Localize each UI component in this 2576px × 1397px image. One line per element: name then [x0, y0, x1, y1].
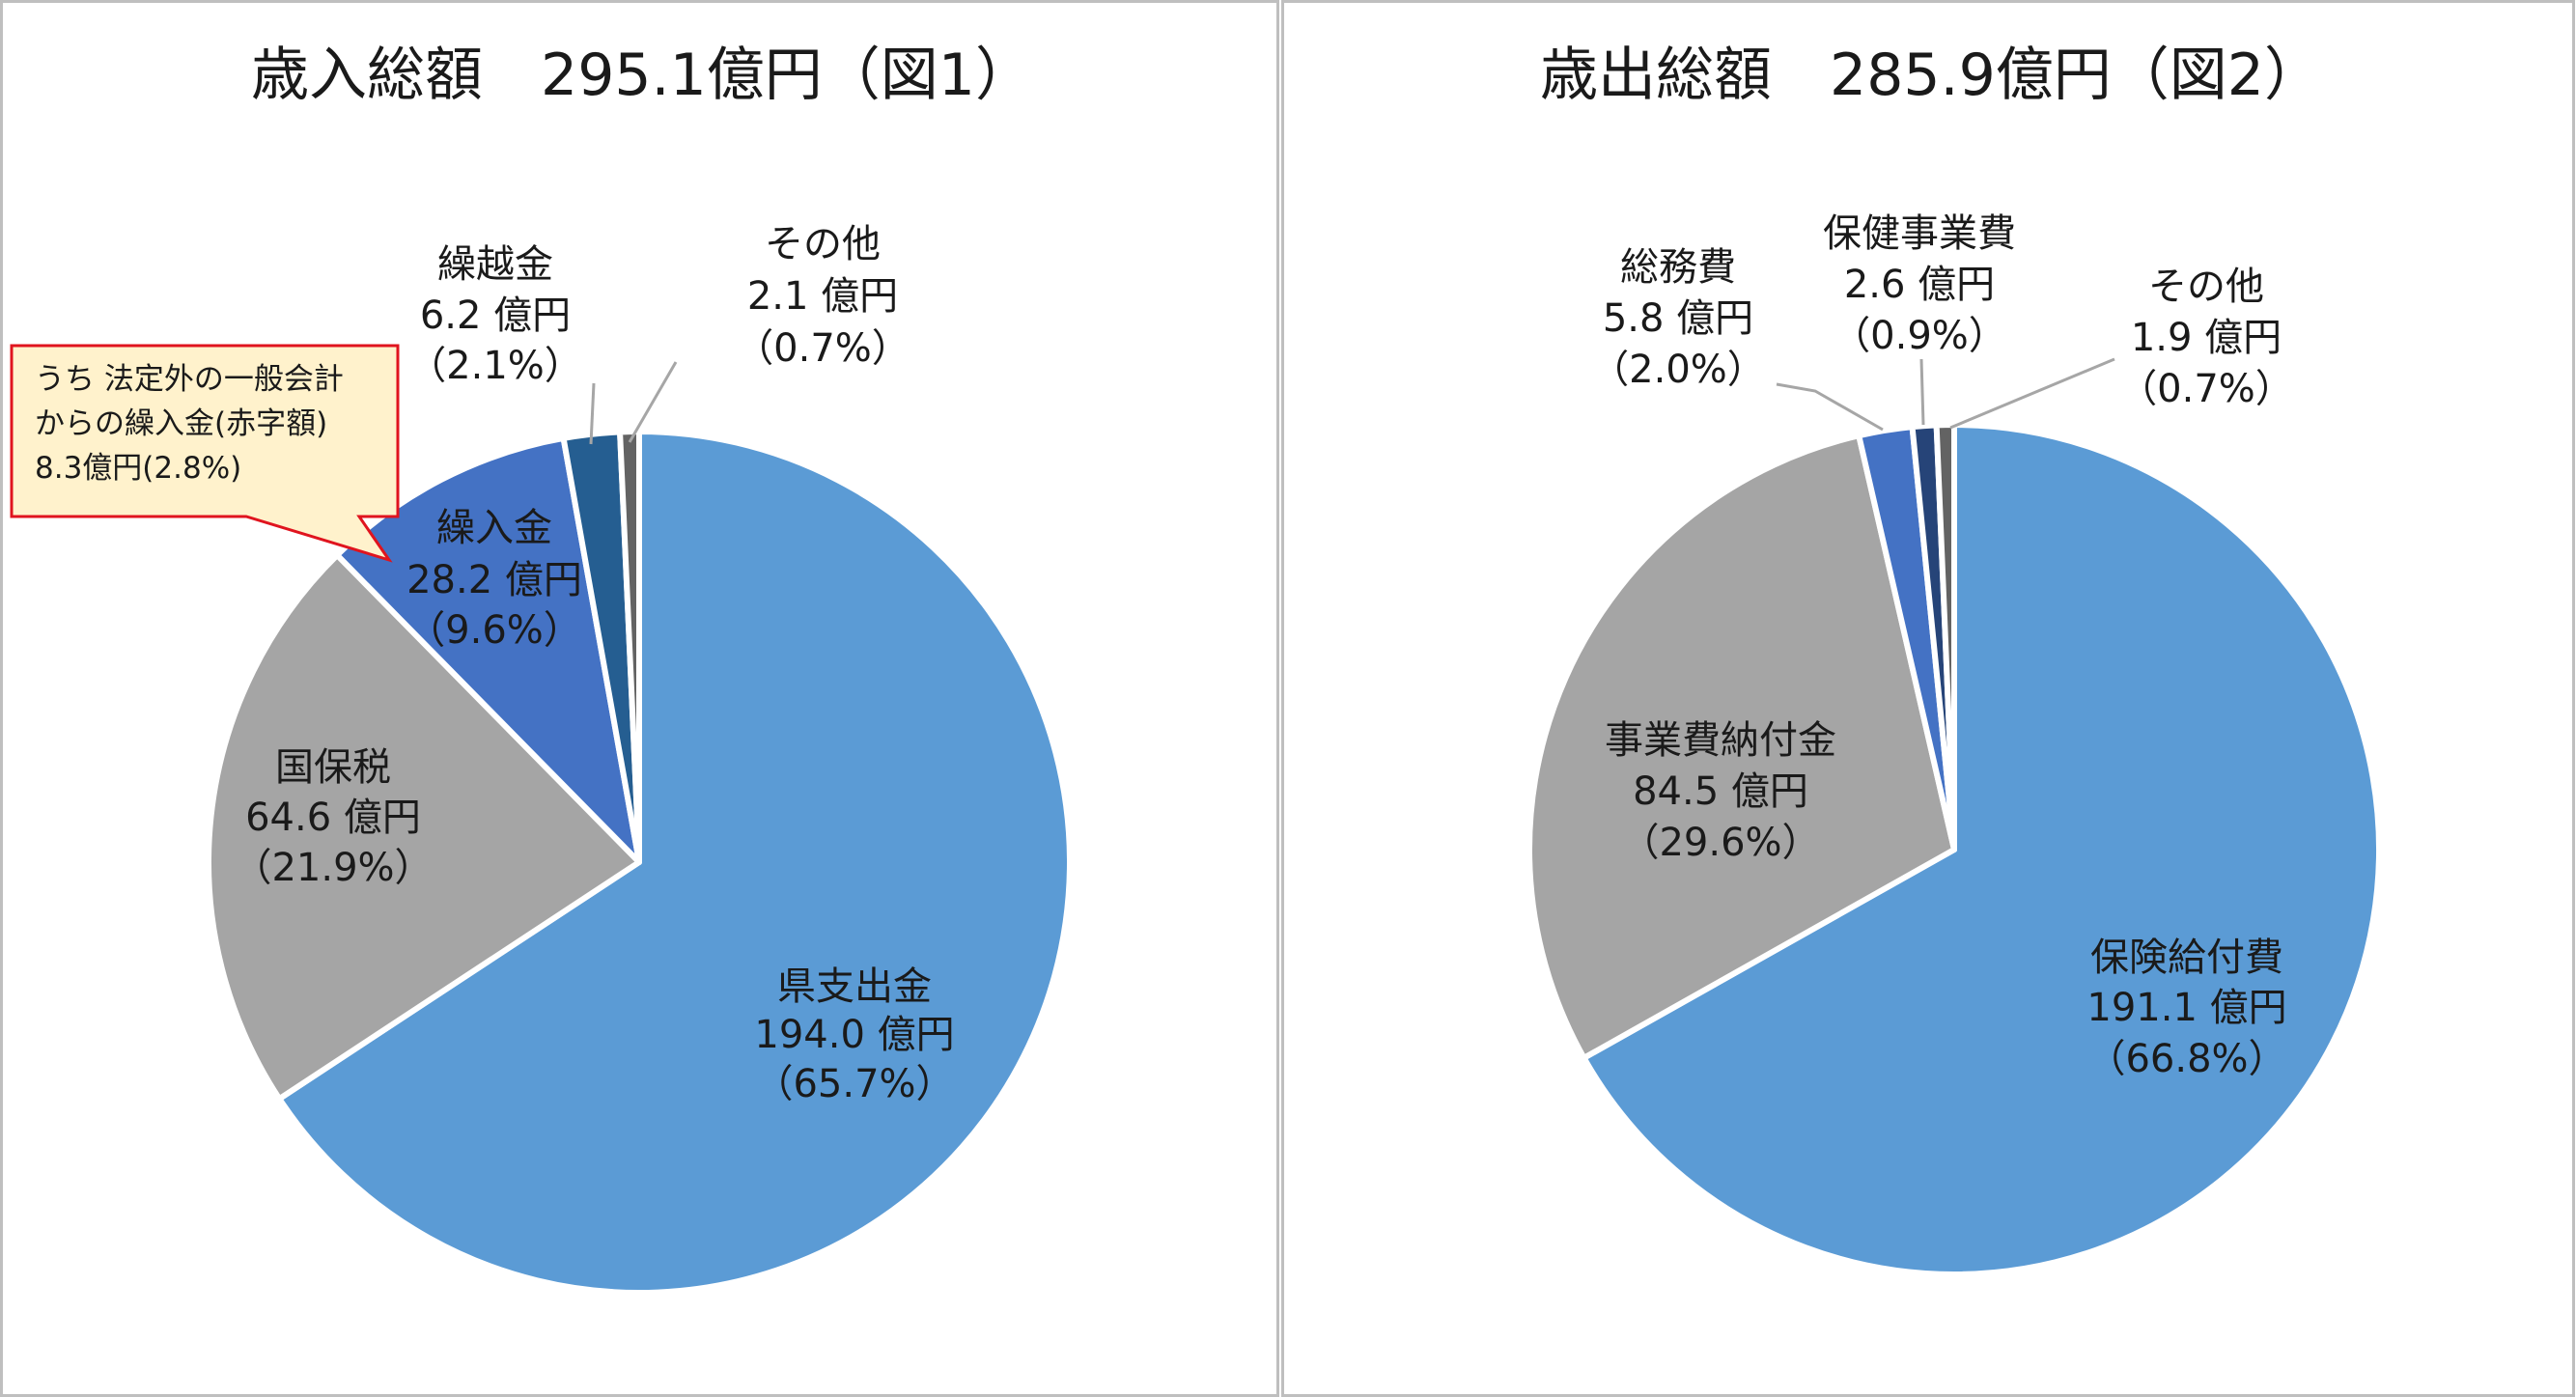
chart2-label-4-percent: （0.7%） — [2118, 367, 2294, 411]
chart1-label-3: 繰越金 6.2 億円 （2.1%） — [407, 242, 583, 388]
chart1-label-3-name: 繰越金 — [437, 242, 553, 287]
chart2-label-0-value: 191.1 億円 — [2086, 986, 2286, 1030]
chart1-leader-4 — [628, 361, 678, 443]
chart1-slice-0 — [276, 429, 1073, 1296]
chart1-callout-box — [10, 344, 400, 563]
chart1-slice-1 — [206, 552, 642, 1103]
chart2-slice-0 — [1581, 422, 2382, 1277]
chart2-label-1-name: 事業費納付金 — [1605, 718, 1836, 763]
chart1-label-3-percent: （2.1%） — [407, 344, 583, 388]
chart2-pie — [1526, 422, 2382, 1277]
chart1-label-2: 繰入金 28.2 億円 （9.6%） — [406, 506, 582, 653]
chart2-leader-3 — [1919, 358, 1925, 426]
chart1-label-0-value: 194.0 億円 — [754, 1013, 954, 1057]
chart1-label-1-name: 国保税 — [275, 745, 391, 790]
chart1-label-4-value: 2.1 億円 — [747, 274, 898, 319]
chart2-label-3-name: 保健事業費 — [1823, 211, 2016, 256]
chart1-label-2-percent: （9.6%） — [406, 608, 582, 653]
chart1-label-0-percent: （65.7%） — [754, 1062, 954, 1106]
chart1-label-4-percent: （0.7%） — [735, 326, 910, 371]
chart2-label-2-value: 5.8 億円 — [1603, 296, 1753, 341]
chart1-callout-line-0: うち 法定外の一般会計 — [35, 362, 344, 397]
chart1-title: 歳入総額 295.1億円（図1） — [251, 42, 1033, 109]
chart2-title: 歳出総額 285.9億円（図2） — [1540, 42, 2322, 109]
chart1-label-4-name: その他 — [765, 222, 881, 266]
chart2-leader-2 — [1776, 382, 1884, 432]
chart1-label-2-name: 繰入金 — [436, 506, 552, 550]
chart2-label-2-percent: （2.0%） — [1590, 348, 1766, 392]
chart2-slice-1 — [1526, 433, 1957, 1061]
chart2-label-1: 事業費納付金 84.5 億円 （29.6%） — [1605, 718, 1836, 865]
chart2-label-1-percent: （29.6%） — [1620, 821, 1820, 865]
chart2-leader-4 — [1949, 357, 2115, 430]
chart1-label-0-name: 県支出金 — [777, 964, 932, 1009]
chart1-label-1-value: 64.6 億円 — [245, 796, 421, 840]
chart2-label-3-percent: （0.9%） — [1832, 314, 2007, 358]
chart2-label-3-value: 2.6 億円 — [1844, 263, 1995, 307]
chart2-label-0: 保険給付費 191.1 億円 （66.8%） — [2086, 936, 2286, 1081]
chart1-label-1-percent: （21.9%） — [233, 846, 433, 890]
chart2-label-2-name: 総務費 — [1620, 245, 1736, 290]
chart2-label-4-name: その他 — [2148, 265, 2264, 309]
chart2-label-4: その他 1.9 億円 （0.7%） — [2118, 265, 2294, 411]
chart1-label-3-value: 6.2 億円 — [420, 293, 571, 338]
chart2-label-1-value: 84.5 億円 — [1633, 769, 1808, 814]
chart1-label-1: 国保税 64.6 億円 （21.9%） — [233, 745, 433, 890]
chart1-pie — [206, 429, 1073, 1296]
chart2-label-0-percent: （66.8%） — [2086, 1037, 2286, 1081]
chart1-callout-line-1: からの繰入金(赤字額) — [35, 406, 327, 441]
chart2-label-4-value: 1.9 億円 — [2131, 316, 2282, 360]
chart2-label-3: 保健事業費 2.6 億円 （0.9%） — [1823, 211, 2016, 358]
chart1-callout-line-2: 8.3億円(2.8%) — [35, 451, 241, 486]
chart1-leader-3 — [589, 382, 596, 445]
chart1-label-0: 県支出金 194.0 億円 （65.7%） — [754, 964, 954, 1106]
chart1-slice-4 — [617, 429, 642, 865]
chart1-label-4: その他 2.1 億円 （0.7%） — [735, 222, 910, 371]
chart2-label-2: 総務費 5.8 億円 （2.0%） — [1590, 245, 1766, 392]
chart1-label-2-value: 28.2 億円 — [406, 558, 582, 602]
chart2-label-0-name: 保険給付費 — [2090, 936, 2283, 980]
